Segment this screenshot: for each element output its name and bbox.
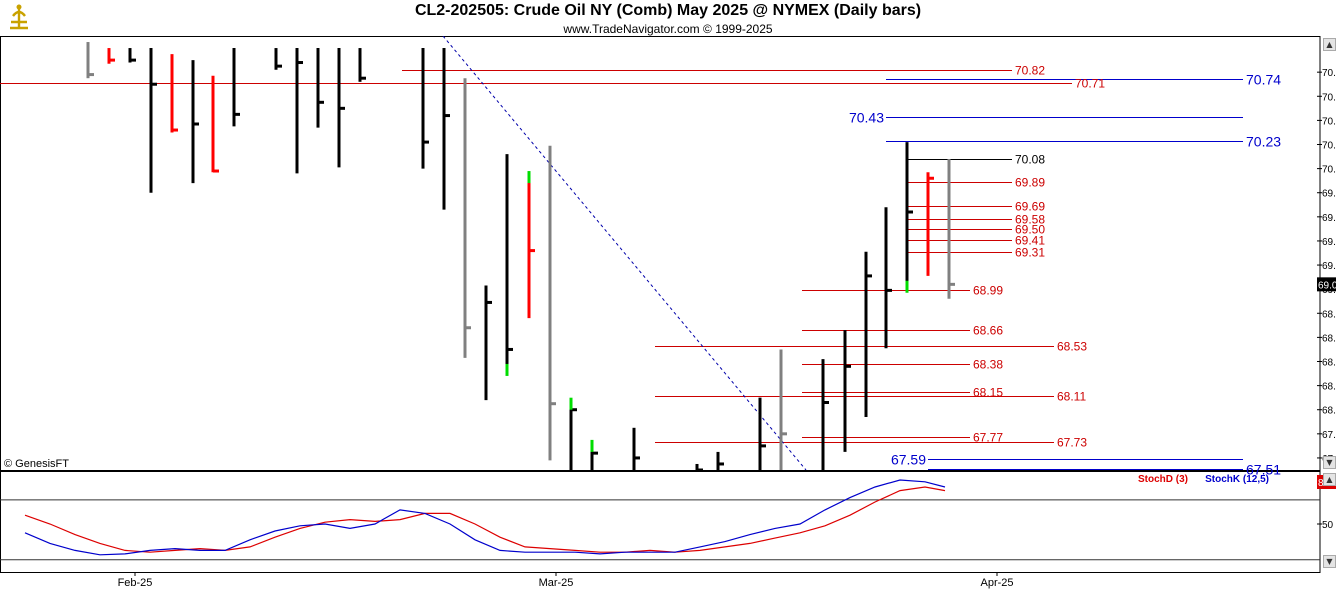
price-bar: [232, 48, 240, 127]
price-bar: [128, 48, 136, 63]
level-label-70.43: 70.43: [849, 110, 884, 126]
level-label-69.31: 69.31: [1015, 246, 1045, 260]
price-bar: [632, 427, 640, 470]
scroll-down-button[interactable]: ▼: [1323, 456, 1336, 469]
stoch-scroll-down-button[interactable]: ▼: [1323, 555, 1336, 568]
level-label-68.15: 68.15: [973, 386, 1003, 400]
level-label-70.08: 70.08: [1015, 153, 1045, 167]
price-bar: [484, 285, 492, 401]
y-tick-label: 70.00: [1322, 165, 1336, 176]
price-bar: [505, 154, 513, 373]
level-label-69.50: 69.50: [1015, 223, 1045, 237]
x-tick-label: Mar-25: [539, 577, 574, 589]
price-bar: [926, 172, 934, 276]
level-label-70.71: 70.71: [1075, 77, 1105, 91]
y-tick-label: 69.60: [1322, 213, 1336, 224]
last-price-tag: [1317, 277, 1336, 292]
price-bar: [716, 451, 724, 470]
level-label-69.69: 69.69: [1015, 200, 1045, 214]
stoch-panel-frame: [0, 471, 1321, 573]
y-tick-label: 68.40: [1322, 358, 1336, 369]
level-label-69.41: 69.41: [1015, 234, 1045, 248]
level-label-67.77: 67.77: [973, 431, 1003, 445]
price-bar: [191, 60, 199, 184]
price-bar: [211, 75, 219, 173]
y-tick-label: 68.00: [1322, 406, 1336, 417]
y-tick-label: 70.40: [1322, 116, 1336, 127]
level-label-68.99: 68.99: [973, 284, 1003, 298]
level-label-70.82: 70.82: [1015, 64, 1045, 78]
stoch-d-legend: StochD (3): [1138, 474, 1188, 485]
price-bar: [463, 78, 471, 358]
y-tick-label: 70.20: [1322, 141, 1336, 152]
y-tick-label: 69.20: [1322, 261, 1336, 272]
stoch-line-k: [24, 479, 946, 556]
stoch-y-tick-label: 50: [1322, 520, 1334, 531]
y-tick-label: 69.40: [1322, 237, 1336, 248]
level-label-69.89: 69.89: [1015, 176, 1045, 190]
y-tick-label: 70.80: [1322, 68, 1336, 79]
last-price-label: 69.04: [1318, 280, 1336, 291]
y-tick-label: 67.80: [1322, 430, 1336, 441]
y-tick-label: 68.80: [1322, 309, 1336, 320]
level-label-68.38: 68.38: [973, 358, 1003, 372]
price-bar: [695, 463, 703, 470]
price-bar: [316, 48, 324, 128]
level-label-67.73: 67.73: [1057, 436, 1087, 450]
price-bar: [569, 404, 577, 470]
level-label-70.74: 70.74: [1246, 72, 1281, 88]
price-bar: [149, 48, 157, 193]
level-label-67.59: 67.59: [891, 452, 926, 468]
stoch-plot: [0, 479, 1320, 561]
price-bar: [590, 447, 598, 470]
chart-subtitle: www.TradeNavigator.com © 1999-2025: [563, 22, 773, 36]
y-tick-label: 70.60: [1322, 92, 1336, 103]
y-tick-label: 68.60: [1322, 333, 1336, 344]
price-bar: [170, 54, 178, 133]
price-bar: [358, 48, 366, 82]
y-tick-label: 69.80: [1322, 189, 1336, 200]
price-bar: [548, 145, 556, 461]
stoch-scroll-up-button[interactable]: ▲: [1323, 473, 1336, 486]
price-bar: [295, 48, 303, 174]
stoch-k-legend: StochK (12,5): [1205, 474, 1269, 485]
price-panel-frame: [0, 36, 1321, 471]
price-bar: [86, 42, 94, 79]
level-label-68.53: 68.53: [1057, 340, 1087, 354]
price-bar: [274, 48, 282, 70]
x-tick-label: Feb-25: [118, 577, 153, 589]
level-label-67.51: 67.51: [1246, 462, 1281, 478]
price-bar: [884, 207, 892, 349]
price-bar: [107, 48, 115, 64]
price-bar: [864, 251, 872, 417]
level-label-70.23: 70.23: [1246, 134, 1281, 150]
price-bar: [905, 142, 913, 291]
price-bar: [843, 330, 851, 452]
x-tick-label: Apr-25: [980, 577, 1013, 589]
price-bar: [821, 359, 829, 470]
stoch-line-d: [24, 486, 946, 553]
price-bar: [947, 158, 955, 299]
level-label-69.58: 69.58: [1015, 213, 1045, 227]
price-bar: [442, 48, 450, 210]
price-bar: [421, 48, 429, 169]
trendline: [442, 36, 807, 470]
scroll-up-button[interactable]: ▲: [1323, 38, 1336, 51]
price-bar: [337, 48, 345, 168]
copyright-label: © GenesisFT: [4, 458, 69, 470]
level-label-68.66: 68.66: [973, 324, 1003, 338]
chart-title: CL2-202505: Crude Oil NY (Comb) May 2025…: [414, 2, 922, 19]
price-bar: [779, 349, 787, 470]
trade-navigator-logo-icon: [4, 2, 34, 32]
level-label-68.11: 68.11: [1057, 390, 1086, 404]
price-bar: [758, 397, 766, 470]
price-bar: [527, 177, 535, 319]
y-tick-label: 68.20: [1322, 382, 1336, 393]
level-labels: 70.82 70.71 70.74 70.43 70.23 70.08 69.89 69.69…: [849, 64, 1281, 478]
